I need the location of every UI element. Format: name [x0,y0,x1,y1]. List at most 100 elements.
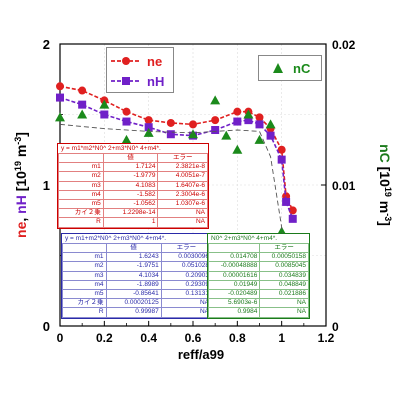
table-cell: 0.20903 [160,270,213,281]
fit-values-green: エラー 0.014708 0.00050158 -0.00048888 0.00850… [207,242,309,318]
fit-equation-green: N0^ 2+m3*N0^ 4+m4*. [211,235,278,242]
data-point-ne [56,82,64,91]
table-cell: 5.6903e-6 [207,298,261,309]
table-cell: 4.1083 [102,180,159,191]
y-right-tick-label: 0 [332,320,339,334]
table-cell: 0.00050158 [259,252,309,263]
legend-nh-label: nH [147,74,164,89]
table-cell: m3 [62,270,107,281]
table-cell: NA [157,217,208,228]
x-axis-label: reff/a99 [178,347,224,362]
table-row: m1 1.7124 2.3821e-8 [58,162,208,173]
table-cell: 0.051028 [160,261,213,272]
data-point-nc [265,119,276,129]
fit-values-blue: 値 エラー m1 1.6243 0.0030096 m2 -1.9751 0.051028… [62,242,213,318]
data-point-nh [211,126,220,135]
fit-body-green: 0.014708 0.00050158 -0.00048888 0.0085045 0.… [207,252,309,318]
fit-header-cell: エラー [259,242,309,254]
table-row: -0.020489 0.021886 [207,289,309,300]
table-row: -0.00048888 0.0085045 [207,261,309,272]
table-cell: 0.034839 [259,270,309,281]
y-left-axis-label-part: ] [13,132,29,137]
data-point-nc [221,130,232,140]
y-left-axis-label: ne, nH [1019 m-3] [13,132,29,238]
fit-table-green: N0^ 2+m3*N0^ 4+m4*. エラー 0.014708 0.000501… [207,233,310,319]
data-point-nc [77,109,88,119]
table-cell: NA [160,298,213,309]
data-point-nh [56,93,64,102]
fit-equation-blue: y = m1+m2*N0^ 2+m3*N0^ 4+m4*. [65,235,167,242]
data-point-nh [166,130,175,139]
y-left-axis-label-part: nH [13,195,29,214]
data-point-ne [189,120,197,129]
table-cell: 1 [102,217,159,228]
y-left-axis-label-part: 19 [13,161,23,171]
table-cell: -1.9751 [105,261,162,272]
table-row: m2 -1.9779 4.0051e-7 [58,171,208,182]
data-point-nc [121,134,132,144]
table-cell: NA [157,208,208,219]
legend-nh-marker [122,77,130,85]
table-cell: m3 [58,180,104,191]
data-point-ne [233,107,242,116]
table-row: m3 4.1083 1.6407e-6 [58,180,208,191]
data-point-ne [277,145,286,154]
table-cell: m5 [58,199,104,210]
y-left-axis-label-part: , [13,214,29,222]
table-cell: 0.021886 [259,289,309,300]
table-cell: m4 [58,189,104,201]
table-cell: 1.0307e-6 [157,199,208,210]
table-cell: 1.6243 [105,252,162,263]
table-cell: 0.00001616 [207,270,261,281]
fit-header-cell: エラー [160,242,213,254]
fit-table-red: y = m1*m2*N0^ 2+m3*N0^ 4+m4*. 値 エラー m1 1.… [57,143,209,229]
table-cell: m1 [62,252,107,263]
table-cell: カイ２乗 [62,298,107,309]
table-cell: -0.00048888 [207,261,261,272]
data-point-nc [188,129,198,139]
table-cell: -1.8989 [105,279,162,291]
data-point-nh [233,117,242,126]
table-cell: -0.020489 [207,289,261,300]
table-cell: m5 [62,289,107,300]
table-row: R 0.99987 NA [62,307,213,318]
data-point-ne [78,86,87,95]
table-cell: R [62,307,107,318]
y-right-axis-label-part: [10 [377,163,393,187]
table-cell: 4.0051e-7 [157,171,208,182]
table-cell: カイ２乗 [58,208,104,219]
legend-left-marks: ne nH [111,54,164,89]
table-cell: 2.3821e-8 [157,162,208,173]
table-cell: m4 [62,279,107,291]
table-row: 0.9984 NA [207,307,309,318]
fit-header-cell: エラー [157,152,208,164]
table-cell: 0.01949 [207,279,261,291]
table-row: m4 -1.8989 0.29309 [62,279,213,291]
y-left-tick-label: 0 [43,319,50,334]
y-left-tick-label: 1 [43,178,50,193]
table-cell: NA [160,307,213,318]
data-point-nh [122,117,131,126]
fit-table-blue: y = m1+m2*N0^ 2+m3*N0^ 4+m4*. 値 エラー m1 1.… [61,233,213,319]
table-cell: -1.582 [102,189,159,201]
data-point-ne [122,107,131,116]
y-right-tick-label: 0.01 [332,179,356,193]
table-cell: 4.1034 [105,270,162,281]
legend-right: nC [258,55,322,81]
fit-body-red: m1 1.7124 2.3821e-8 m2 -1.9779 4.0051e-7 m3 4.1… [58,162,208,228]
table-cell: 0.014708 [207,252,261,263]
table-row: m5 -0.85641 0.13131 [62,289,213,300]
y-right-axis-label-part: -3 [383,213,393,221]
table-row: m1 1.6243 0.0030096 [62,252,213,263]
legend-nc-label: nC [293,61,311,76]
data-point-nc [143,127,154,137]
table-row: m5 -1.0562 1.0307e-6 [58,199,208,210]
y-left-axis-label-part: [10 [13,171,29,195]
x-tick-label: 0.2 [96,331,113,345]
legend-nc-marker [273,63,283,73]
data-point-nc [254,134,265,144]
table-cell: 1.7124 [102,162,159,173]
data-point-nh [100,110,109,119]
table-cell: 0.29309 [160,279,213,291]
table-cell: m2 [58,171,104,182]
